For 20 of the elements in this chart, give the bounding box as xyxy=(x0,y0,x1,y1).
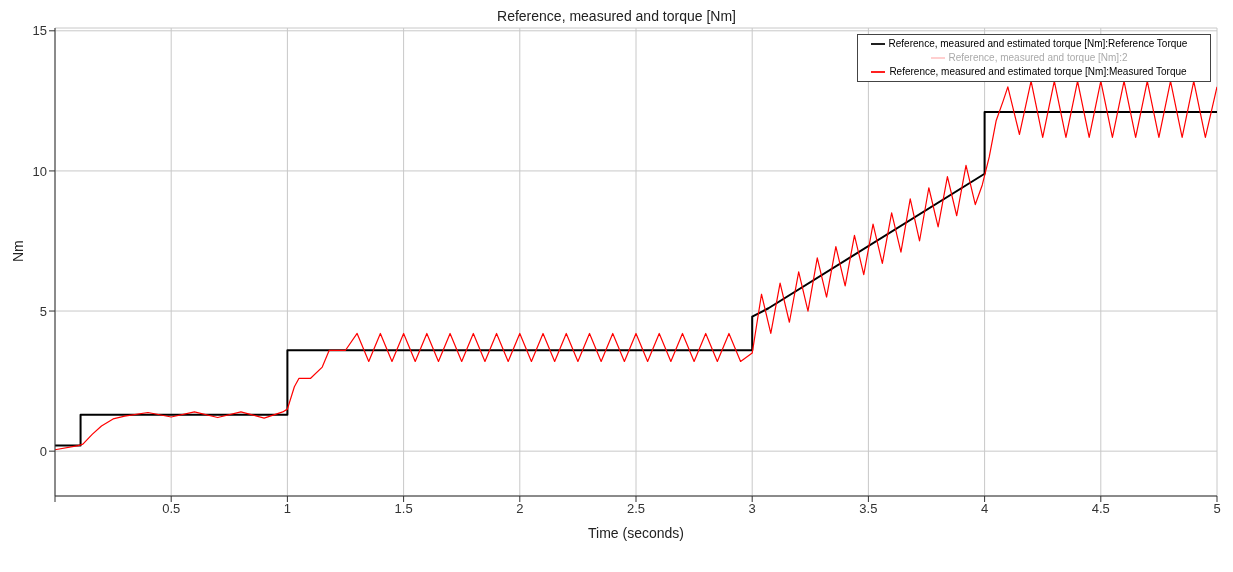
y-tick-label: 0 xyxy=(39,443,47,459)
x-tick-label: 1 xyxy=(283,501,292,517)
x-axis-title: Time (seconds) xyxy=(588,525,684,541)
x-tick-label: 2 xyxy=(516,501,524,517)
x-tick-label: 5 xyxy=(1213,501,1221,517)
y-tick-label: 10 xyxy=(32,163,47,179)
x-tick-label: 4 xyxy=(980,501,989,517)
x-tick-label: 4.5 xyxy=(1091,501,1110,517)
x-tick-label: 2.5 xyxy=(626,501,646,517)
x-tick-label: 1.5 xyxy=(394,501,413,517)
x-tick-label: 3 xyxy=(748,501,756,517)
x-tick-label: 3.5 xyxy=(859,501,878,517)
legend-label: Reference, measured and estimated torque [Nm]:Measured Torque xyxy=(889,65,1187,77)
chart-title: Reference, measured and torque [Nm] xyxy=(496,8,737,24)
legend-label: Reference, measured and torque [Nm]:2 xyxy=(948,51,1128,63)
y-tick-label: 15 xyxy=(32,23,47,39)
legend-label: Reference, measured and estimated torque [Nm]:Reference Torque xyxy=(888,37,1188,49)
y-axis-title: Nm xyxy=(9,240,26,262)
x-tick-label: 0.5 xyxy=(162,501,181,517)
y-tick-label: 5 xyxy=(39,303,47,319)
